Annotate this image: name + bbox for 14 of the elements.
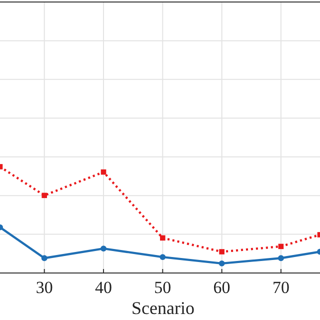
- point: [42, 192, 48, 198]
- point: [160, 235, 166, 241]
- point: [278, 255, 284, 262]
- point: [100, 246, 106, 252]
- x-tick-label: 30: [36, 278, 53, 298]
- x-tick-label: 40: [95, 278, 112, 298]
- point: [219, 249, 224, 254]
- x-axis-title: Scenario: [132, 298, 194, 318]
- point: [218, 260, 225, 266]
- x-tick-label: 60: [213, 278, 230, 298]
- point: [160, 254, 166, 260]
- x-tick-label: 50: [154, 278, 172, 298]
- point: [41, 255, 48, 262]
- x-tick-label: 70: [272, 278, 290, 298]
